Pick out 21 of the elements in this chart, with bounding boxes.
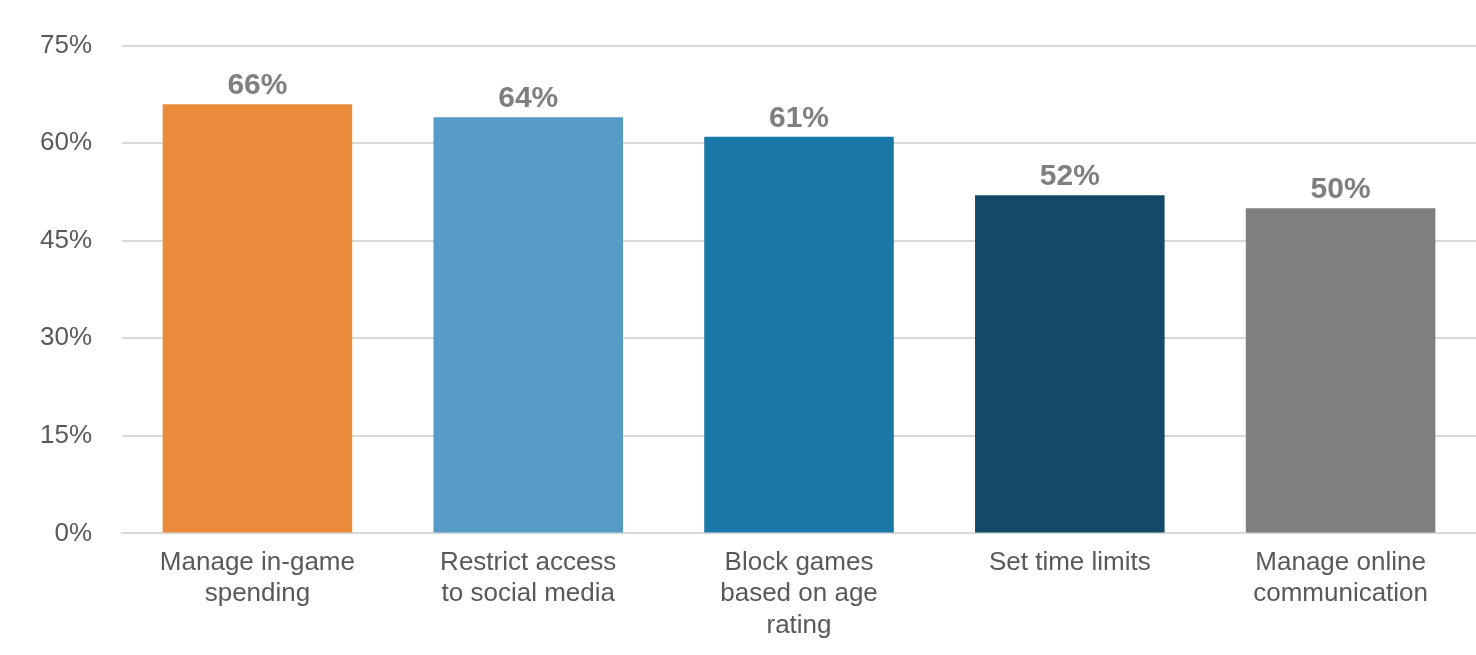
bar <box>433 117 623 533</box>
bar <box>704 136 894 533</box>
bar <box>162 104 353 533</box>
data-label: 61% <box>769 99 830 133</box>
y-tick-label: 30% <box>39 321 93 352</box>
x-tick-label: Manage in-game spending <box>159 546 355 608</box>
x-tick-label: Set time limits <box>988 546 1151 577</box>
x-tick-label: Manage online communication <box>1253 546 1429 608</box>
data-label: 50% <box>1310 171 1371 205</box>
bar <box>1245 208 1436 533</box>
y-tick-label: 0% <box>54 516 93 547</box>
x-tick-label: Restrict access to social media <box>440 546 617 608</box>
y-tick-label: 45% <box>39 223 93 254</box>
data-label: 64% <box>498 80 559 114</box>
y-tick-label: 15% <box>39 419 93 450</box>
data-label: 52% <box>1039 158 1100 192</box>
x-tick-label: Block games based on age rating <box>720 546 878 639</box>
y-tick-label: 60% <box>39 126 93 157</box>
data-label: 66% <box>227 67 288 101</box>
bar <box>975 195 1165 533</box>
y-tick-label: 75% <box>39 28 93 59</box>
